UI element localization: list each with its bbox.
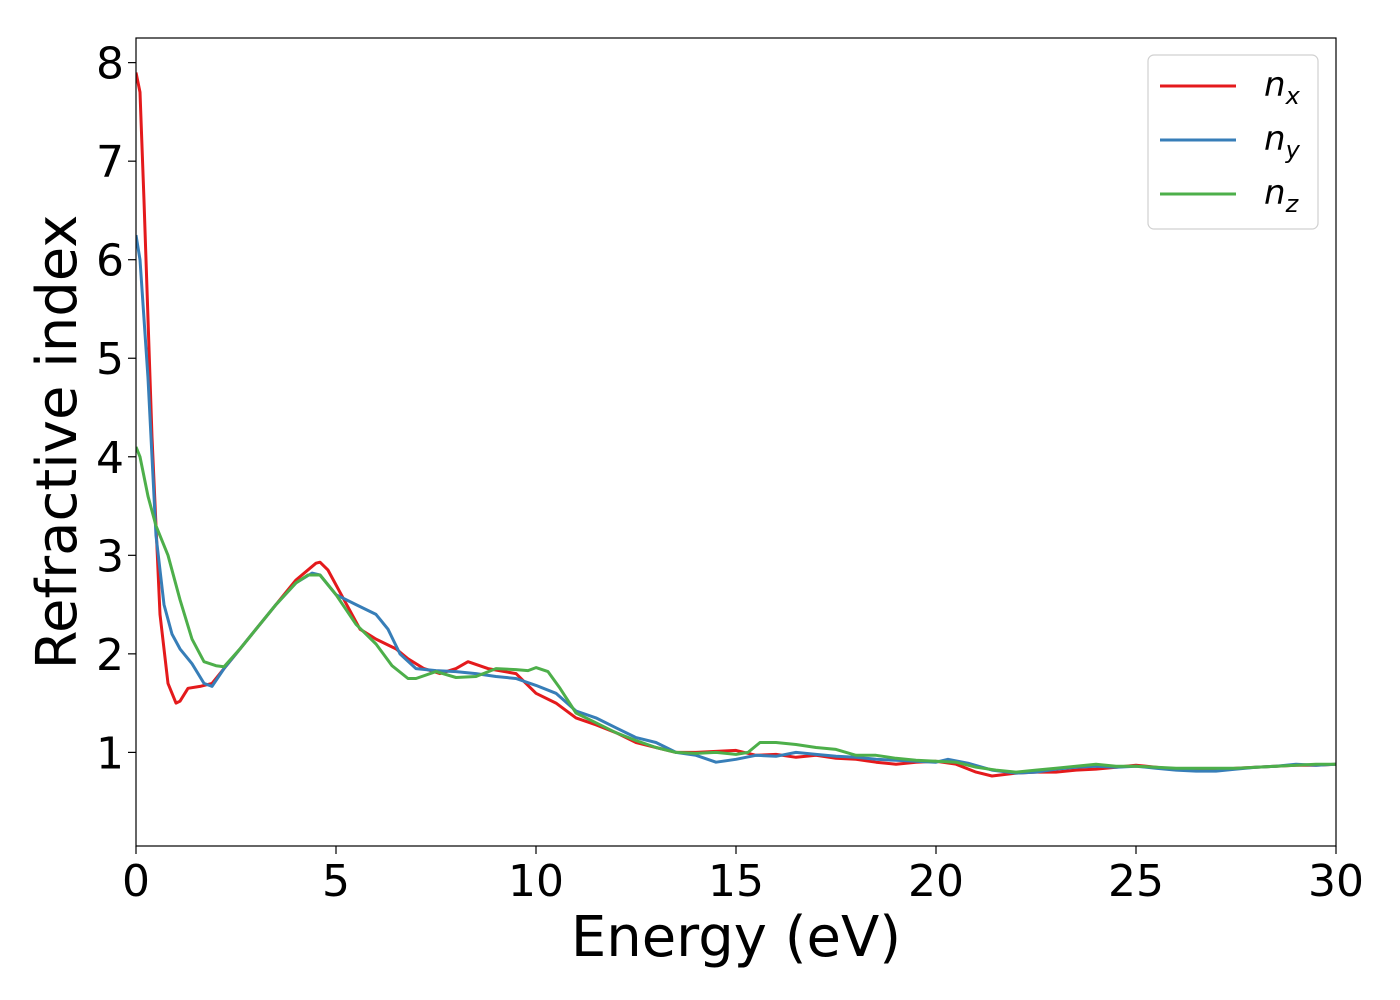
series-line-y (136, 234, 1336, 775)
x-tick-label: 25 (1108, 856, 1164, 907)
y-tick-label: 7 (96, 137, 124, 188)
legend-label-y: ny (1264, 119, 1301, 164)
x-tick-label: 0 (122, 856, 150, 907)
x-tick-label: 20 (908, 856, 964, 907)
x-tick-label: 15 (708, 856, 764, 907)
legend: nx ny nz (1147, 54, 1319, 230)
y-tick-label: 8 (96, 39, 124, 90)
axis-ticks: 0 5 10 15 20 25 30 1 2 3 4 5 6 7 8 (96, 39, 1364, 907)
x-tick-label: 30 (1308, 856, 1364, 907)
x-tick-label: 10 (508, 856, 564, 907)
series-line-z (136, 446, 1336, 774)
y-axis-label: Refractive index (25, 215, 90, 670)
legend-label-x: nx (1264, 65, 1301, 110)
legend-label-z: nz (1264, 173, 1300, 218)
y-tick-label: 4 (96, 433, 124, 484)
x-tick-label: 5 (322, 856, 350, 907)
legend-box (1147, 54, 1319, 230)
y-tick-label: 1 (96, 728, 124, 779)
y-tick-label: 2 (96, 630, 124, 681)
y-tick-label: 6 (96, 236, 124, 287)
x-axis-label: Energy (eV) (571, 905, 901, 970)
y-tick-label: 3 (96, 531, 124, 582)
y-tick-label: 5 (96, 334, 124, 385)
